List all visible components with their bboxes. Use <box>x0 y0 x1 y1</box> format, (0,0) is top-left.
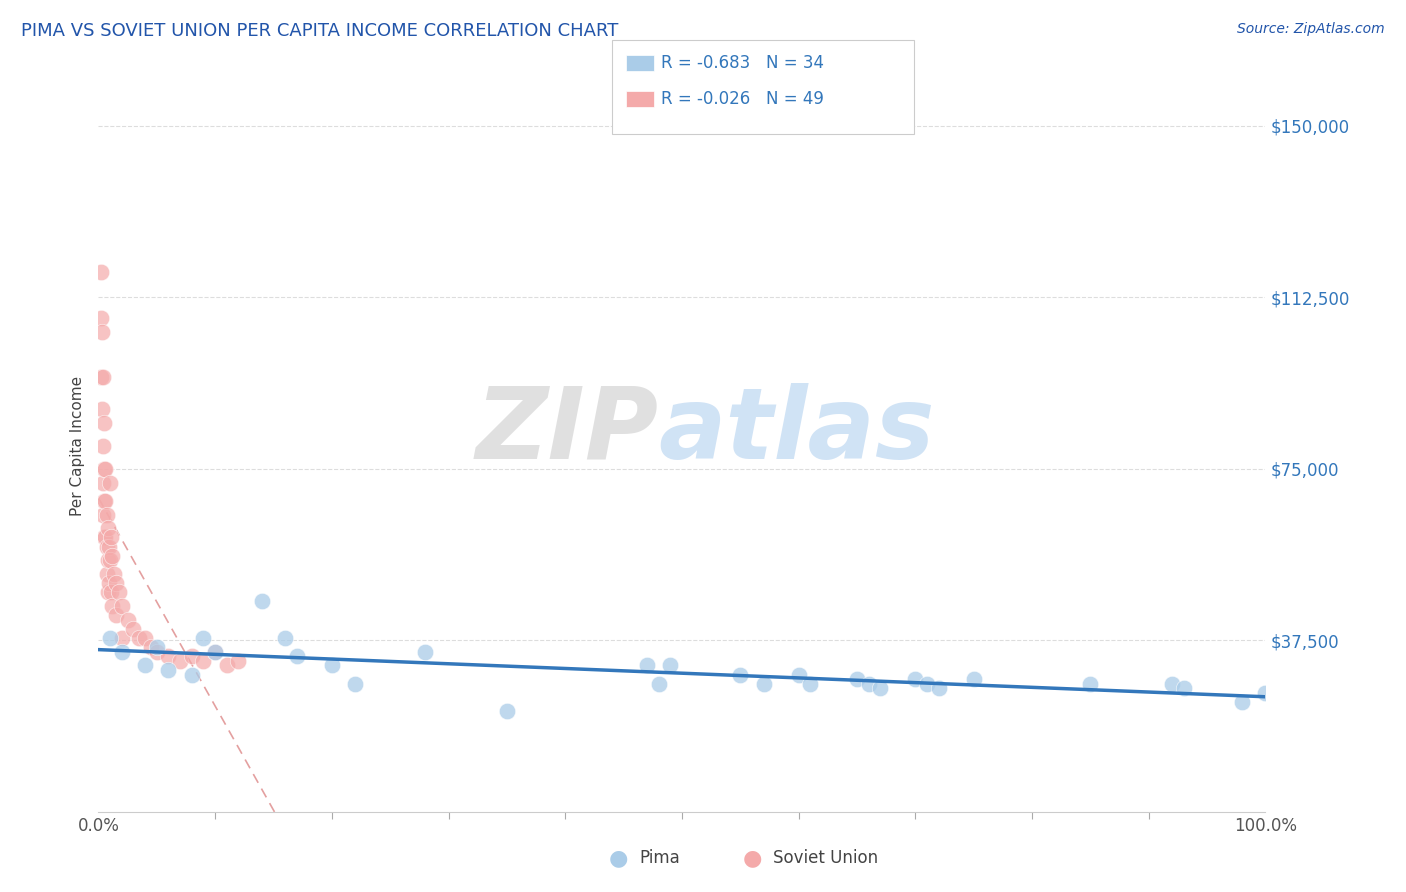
Point <box>1173 681 1195 696</box>
Point <box>962 672 984 686</box>
Text: Soviet Union: Soviet Union <box>773 849 879 867</box>
Point <box>90 370 112 384</box>
Point <box>285 649 308 664</box>
Point <box>103 567 125 582</box>
Point <box>146 640 169 655</box>
Point <box>97 553 120 567</box>
Point <box>180 667 202 681</box>
Text: R = -0.683   N = 34: R = -0.683 N = 34 <box>661 54 824 72</box>
Point <box>111 631 134 645</box>
Point <box>647 676 669 690</box>
Point <box>104 608 127 623</box>
Point <box>169 654 191 668</box>
Point <box>94 493 117 508</box>
Point <box>90 265 112 279</box>
Text: R = -0.026   N = 49: R = -0.026 N = 49 <box>661 90 824 108</box>
Point <box>93 462 115 476</box>
Point <box>91 475 114 490</box>
Point <box>90 325 112 339</box>
Point <box>98 553 121 567</box>
Point <box>752 676 775 690</box>
Text: ●: ● <box>742 848 762 868</box>
Point <box>90 402 112 417</box>
Point <box>636 658 658 673</box>
Text: PIMA VS SOVIET UNION PER CAPITA INCOME CORRELATION CHART: PIMA VS SOVIET UNION PER CAPITA INCOME C… <box>21 22 619 40</box>
Point <box>496 704 519 718</box>
Point <box>157 649 180 664</box>
Point <box>787 667 810 681</box>
Point <box>193 631 215 645</box>
Point <box>250 594 273 608</box>
Point <box>104 576 127 591</box>
Point <box>128 631 150 645</box>
Point <box>1230 695 1253 709</box>
Point <box>413 645 436 659</box>
Text: atlas: atlas <box>658 383 935 480</box>
Point <box>91 370 114 384</box>
Point <box>1080 676 1102 690</box>
Text: ●: ● <box>609 848 628 868</box>
Point <box>122 622 145 636</box>
Point <box>97 521 120 535</box>
Y-axis label: Per Capita Income: Per Capita Income <box>70 376 86 516</box>
Point <box>134 631 156 645</box>
Point <box>90 310 112 325</box>
Point <box>904 672 927 686</box>
Point <box>193 654 215 668</box>
Point <box>97 585 120 599</box>
Point <box>321 658 343 673</box>
Point <box>111 645 134 659</box>
Point <box>94 462 117 476</box>
Point <box>730 667 752 681</box>
Point <box>858 676 880 690</box>
Point <box>101 599 124 613</box>
Text: ZIP: ZIP <box>475 383 658 480</box>
Point <box>204 645 226 659</box>
Point <box>97 576 120 591</box>
Point <box>928 681 950 696</box>
Text: Source: ZipAtlas.com: Source: ZipAtlas.com <box>1237 22 1385 37</box>
Point <box>204 645 226 659</box>
Point <box>846 672 869 686</box>
Point <box>274 631 297 645</box>
Text: Pima: Pima <box>640 849 681 867</box>
Point <box>101 549 124 563</box>
Point <box>96 508 118 522</box>
Point <box>228 654 250 668</box>
Point <box>91 508 114 522</box>
Point <box>659 658 682 673</box>
Point <box>108 585 131 599</box>
Point <box>180 649 202 664</box>
Point <box>139 640 162 655</box>
Point <box>344 676 367 690</box>
Point <box>94 530 117 544</box>
Point <box>97 540 120 554</box>
Point <box>96 540 118 554</box>
Point <box>117 613 139 627</box>
Point <box>799 676 821 690</box>
Point <box>98 631 121 645</box>
Point <box>100 530 122 544</box>
Point <box>93 416 115 430</box>
Point <box>91 439 114 453</box>
Point <box>157 663 180 677</box>
Point <box>1254 686 1277 700</box>
Point <box>915 676 938 690</box>
Point <box>1161 676 1184 690</box>
Point <box>93 493 115 508</box>
Point <box>134 658 156 673</box>
Point <box>146 645 169 659</box>
Point <box>93 530 115 544</box>
Point <box>96 567 118 582</box>
Point <box>215 658 238 673</box>
Point <box>111 599 134 613</box>
Point <box>98 475 121 490</box>
Point <box>100 585 122 599</box>
Point <box>869 681 891 696</box>
